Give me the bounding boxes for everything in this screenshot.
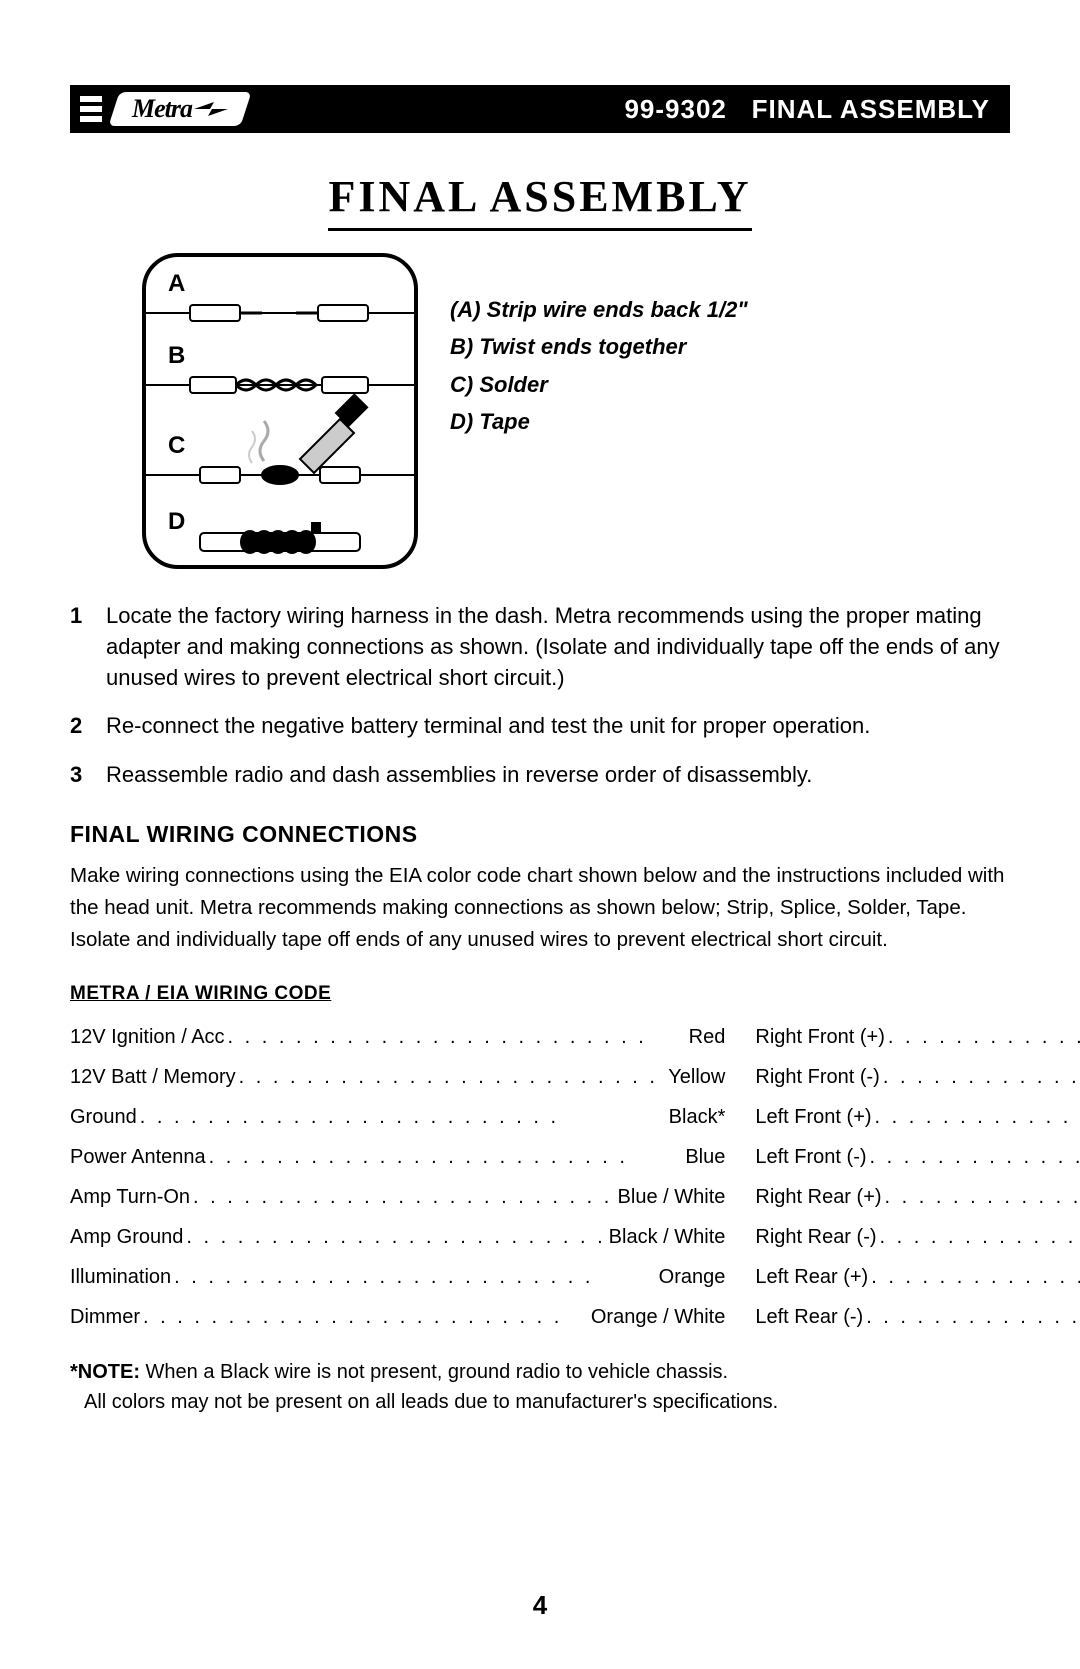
- logo-badge: Metra: [108, 92, 251, 126]
- diagram-label-c: C: [168, 432, 185, 459]
- page-number: 4: [0, 1590, 1080, 1621]
- wiring-dots: [872, 1097, 1080, 1137]
- diagram-step: (A) Strip wire ends back 1/2": [450, 291, 748, 328]
- wiring-row: Left Rear (+)Green: [755, 1257, 1080, 1297]
- wiring-dots: [863, 1297, 1080, 1337]
- wiring-dots: [206, 1137, 686, 1177]
- wiring-intro: Make wiring connections using the EIA co…: [70, 860, 1010, 955]
- menu-bars-icon: [80, 96, 102, 122]
- wiring-label: Power Antenna: [70, 1137, 206, 1177]
- wiring-color: Black*: [669, 1097, 726, 1137]
- wiring-dots: [183, 1217, 608, 1257]
- wiring-dots: [868, 1257, 1080, 1297]
- wiring-label: Left Front (-): [755, 1137, 866, 1177]
- diagram-step: B) Twist ends together: [450, 328, 748, 365]
- wiring-color: Red: [689, 1017, 726, 1057]
- header-title: 99-9302 FINAL ASSEMBLY: [624, 94, 990, 125]
- wiring-dots: [140, 1297, 591, 1337]
- wiring-label: Illumination: [70, 1257, 171, 1297]
- instruction-item: 2 Re-connect the negative battery termin…: [70, 711, 1010, 742]
- diagram-step: D) Tape: [450, 403, 748, 440]
- wiring-dots: [880, 1057, 1080, 1097]
- wiring-row: Amp Turn-On Blue / White: [70, 1177, 725, 1217]
- diagram-section: A B C: [140, 251, 1010, 571]
- instruction-text: Reassemble radio and dash assemblies in …: [106, 760, 812, 791]
- wiring-label: Right Rear (+): [755, 1177, 881, 1217]
- wiring-subheading: METRA / EIA WIRING CODE: [70, 983, 1010, 1005]
- wiring-row: Right Front (+)Gray: [755, 1017, 1080, 1057]
- instruction-number: 1: [70, 601, 88, 693]
- wiring-row: Right Front (-)Gray/ Black: [755, 1057, 1080, 1097]
- wiring-row: Power Antenna Blue: [70, 1137, 725, 1177]
- wiring-table: 12V Ignition / Acc Red 12V Batt / Memory Ye…: [70, 1017, 1010, 1337]
- header-left: Metra: [80, 92, 246, 126]
- bar-title-text: FINAL ASSEMBLY: [752, 94, 990, 124]
- wiring-label: Amp Ground: [70, 1217, 183, 1257]
- wiring-row: Right Rear (-)Violet / Black: [755, 1217, 1080, 1257]
- wiring-color: Blue: [685, 1137, 725, 1177]
- wiring-label: 12V Batt / Memory: [70, 1057, 236, 1097]
- wiring-label: Amp Turn-On: [70, 1177, 190, 1217]
- wiring-dots: [137, 1097, 669, 1137]
- instructions-list: 1 Locate the factory wiring harness in t…: [70, 601, 1010, 791]
- wiring-color: Blue / White: [618, 1177, 726, 1217]
- wiring-dots: [877, 1217, 1080, 1257]
- wiring-label: Right Front (-): [755, 1057, 879, 1097]
- note-text-1: When a Black wire is not present, ground…: [140, 1361, 728, 1383]
- wiring-row: Illumination Orange: [70, 1257, 725, 1297]
- logo-swoosh-icon: [194, 100, 228, 118]
- wiring-row: Ground Black*: [70, 1097, 725, 1137]
- wiring-heading: FINAL WIRING CONNECTIONS: [70, 821, 1010, 848]
- diagram-step: C) Solder: [450, 366, 748, 403]
- instruction-item: 1 Locate the factory wiring harness in t…: [70, 601, 1010, 693]
- wiring-color: Orange / White: [591, 1297, 726, 1337]
- diagram-label-b: B: [168, 342, 185, 369]
- wiring-dots: [190, 1177, 618, 1217]
- wiring-col-right: Right Front (+)GrayRight Front (-)Gray/ …: [755, 1017, 1080, 1337]
- wiring-dots: [885, 1017, 1080, 1057]
- wiring-label: Right Front (+): [755, 1017, 884, 1057]
- wiring-dots: [882, 1177, 1080, 1217]
- instruction-item: 3 Reassemble radio and dash assemblies i…: [70, 760, 1010, 791]
- wiring-diagram: A B C: [140, 251, 420, 571]
- product-code: 99-9302: [624, 94, 726, 124]
- instruction-text: Re-connect the negative battery terminal…: [106, 711, 870, 742]
- diagram-label-d: D: [168, 508, 185, 535]
- diagram-step-list: (A) Strip wire ends back 1/2" B) Twist e…: [450, 251, 748, 441]
- wiring-label: Ground: [70, 1097, 137, 1137]
- note-text-2: All colors may not be present on all lea…: [70, 1387, 778, 1417]
- wiring-row: Dimmer Orange / White: [70, 1297, 725, 1337]
- wiring-dots: [225, 1017, 689, 1057]
- wiring-label: Left Rear (-): [755, 1297, 863, 1337]
- wiring-row: Left Rear (-)Green / Black: [755, 1297, 1080, 1337]
- wiring-row: Right Rear (+)Violet: [755, 1177, 1080, 1217]
- header-bar: Metra 99-9302 FINAL ASSEMBLY: [70, 85, 1010, 133]
- diagram-label-a: A: [168, 270, 185, 297]
- wiring-color: Orange: [659, 1257, 726, 1297]
- logo-text: Metra: [132, 94, 192, 124]
- instruction-number: 3: [70, 760, 88, 791]
- wiring-row: 12V Batt / Memory Yellow: [70, 1057, 725, 1097]
- wiring-dots: [171, 1257, 658, 1297]
- wiring-row: Left Front (-)White / Black: [755, 1137, 1080, 1177]
- wiring-col-left: 12V Ignition / Acc Red 12V Batt / Memory Ye…: [70, 1017, 725, 1337]
- wiring-label: 12V Ignition / Acc: [70, 1017, 225, 1057]
- wiring-dots: [236, 1057, 669, 1097]
- wiring-label: Dimmer: [70, 1297, 140, 1337]
- wiring-note: *NOTE: When a Black wire is not present,…: [70, 1357, 1010, 1417]
- page-title: FINAL ASSEMBLY: [328, 171, 751, 231]
- wiring-label: Left Front (+): [755, 1097, 871, 1137]
- wiring-color: Black / White: [609, 1217, 726, 1257]
- instruction-number: 2: [70, 711, 88, 742]
- note-label: *NOTE:: [70, 1361, 140, 1383]
- wiring-row: 12V Ignition / Acc Red: [70, 1017, 725, 1057]
- wiring-color: Yellow: [668, 1057, 725, 1097]
- wiring-row: Left Front (+)White: [755, 1097, 1080, 1137]
- wiring-label: Right Rear (-): [755, 1217, 876, 1257]
- wiring-dots: [867, 1137, 1080, 1177]
- instruction-text: Locate the factory wiring harness in the…: [106, 601, 1010, 693]
- wiring-row: Amp Ground Black / White: [70, 1217, 725, 1257]
- wiring-label: Left Rear (+): [755, 1257, 868, 1297]
